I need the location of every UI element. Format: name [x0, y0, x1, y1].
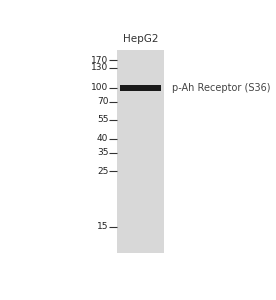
Text: 55: 55 — [97, 115, 108, 124]
Bar — [117, 50, 164, 253]
Text: 15: 15 — [97, 222, 108, 231]
Text: 100: 100 — [91, 83, 108, 92]
Text: HepG2: HepG2 — [123, 34, 158, 44]
Text: p-Ah Receptor (S36): p-Ah Receptor (S36) — [172, 83, 271, 93]
Bar — [120, 85, 161, 91]
Text: 130: 130 — [91, 63, 108, 72]
Text: 170: 170 — [91, 56, 108, 65]
Text: 40: 40 — [97, 134, 108, 143]
Text: 25: 25 — [97, 167, 108, 176]
Text: 35: 35 — [97, 148, 108, 157]
Text: 70: 70 — [97, 97, 108, 106]
